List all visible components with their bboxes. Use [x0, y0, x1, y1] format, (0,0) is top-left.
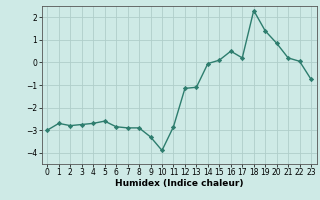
- X-axis label: Humidex (Indice chaleur): Humidex (Indice chaleur): [115, 179, 244, 188]
